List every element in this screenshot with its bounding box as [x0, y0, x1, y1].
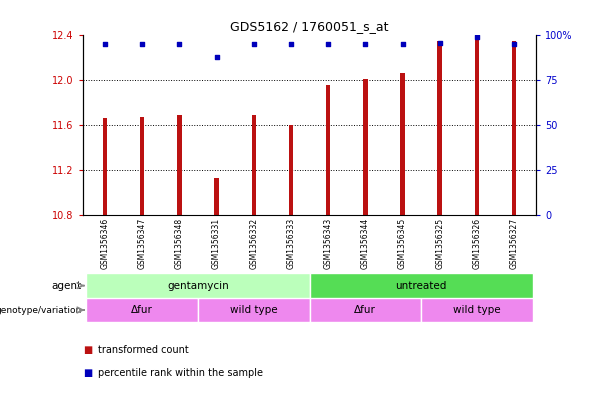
- Text: GSM1356333: GSM1356333: [286, 218, 295, 269]
- Text: Δfur: Δfur: [131, 305, 153, 315]
- Text: GSM1356345: GSM1356345: [398, 218, 407, 269]
- Point: [100, 41, 110, 48]
- Text: GSM1356343: GSM1356343: [324, 218, 333, 269]
- Bar: [363, 79, 368, 215]
- Text: ■: ■: [83, 368, 92, 378]
- Text: wild type: wild type: [230, 305, 278, 315]
- Text: GSM1356332: GSM1356332: [249, 218, 258, 269]
- Bar: [438, 41, 442, 215]
- Bar: [177, 115, 181, 215]
- Bar: [198, 298, 310, 322]
- Text: GSM1356331: GSM1356331: [212, 218, 221, 269]
- Text: percentile rank within the sample: percentile rank within the sample: [98, 368, 263, 378]
- Text: GSM1356344: GSM1356344: [361, 218, 370, 269]
- Bar: [310, 274, 533, 298]
- Bar: [215, 178, 219, 215]
- Bar: [103, 118, 107, 215]
- Text: genotype/variation: genotype/variation: [0, 305, 82, 314]
- Point: [137, 41, 147, 48]
- Text: GSM1356327: GSM1356327: [509, 218, 519, 269]
- Point: [472, 34, 482, 40]
- Point: [175, 41, 185, 48]
- Bar: [474, 39, 479, 215]
- Text: GSM1356348: GSM1356348: [175, 218, 184, 269]
- Point: [323, 41, 333, 48]
- Text: untreated: untreated: [395, 281, 447, 290]
- Bar: [400, 73, 405, 215]
- Text: GSM1356347: GSM1356347: [138, 218, 147, 269]
- Text: gentamycin: gentamycin: [167, 281, 229, 290]
- Text: ■: ■: [83, 345, 92, 355]
- Bar: [289, 125, 293, 215]
- Bar: [86, 298, 198, 322]
- Bar: [421, 298, 533, 322]
- Text: Δfur: Δfur: [354, 305, 376, 315]
- Bar: [140, 117, 145, 215]
- Text: GSM1356326: GSM1356326: [473, 218, 481, 269]
- Point: [211, 54, 221, 60]
- Text: GSM1356346: GSM1356346: [101, 218, 110, 269]
- Bar: [310, 298, 421, 322]
- Point: [509, 41, 519, 48]
- Bar: [86, 274, 310, 298]
- Bar: [326, 84, 330, 215]
- Title: GDS5162 / 1760051_s_at: GDS5162 / 1760051_s_at: [230, 20, 389, 33]
- Text: agent: agent: [51, 281, 82, 290]
- Point: [435, 39, 444, 46]
- Text: GSM1356325: GSM1356325: [435, 218, 444, 269]
- Point: [286, 41, 296, 48]
- Text: wild type: wild type: [453, 305, 501, 315]
- Bar: [251, 115, 256, 215]
- Point: [398, 41, 408, 48]
- Point: [249, 41, 259, 48]
- Text: transformed count: transformed count: [98, 345, 189, 355]
- Bar: [512, 41, 516, 215]
- Point: [360, 41, 370, 48]
